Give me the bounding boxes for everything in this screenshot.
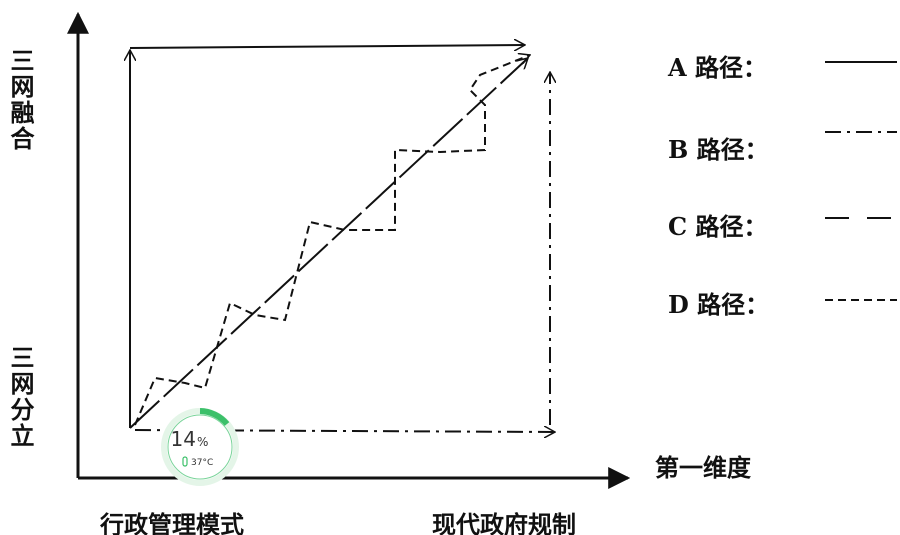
path-c (129, 58, 528, 429)
path-d (134, 55, 530, 426)
x-right-label: 现代政府规制 (432, 510, 576, 535)
y-bottom-label: 三网分立 (6, 345, 35, 449)
legend-label-a: A 路径： (668, 53, 767, 82)
widget-progress (199, 408, 230, 427)
path-a-horizontal (129, 45, 525, 48)
widget-percent: 14 (171, 427, 196, 451)
legend-label-b: B 路径： (668, 135, 769, 164)
x-axis-title: 第一维度 (655, 453, 751, 482)
legend-label-d: D 路径： (668, 290, 770, 319)
widget-temperature: 37°C (191, 458, 213, 468)
legend-label-c: C 路径： (668, 212, 768, 241)
widget-inner (167, 414, 233, 480)
monitor-widget: 14 % 37°C (161, 408, 239, 486)
widget-percent-unit: % (197, 435, 208, 449)
thermometer-icon (182, 456, 188, 467)
y-top-label: 三网融合 (6, 48, 35, 152)
x-left-label: 行政管理模式 (100, 510, 244, 535)
